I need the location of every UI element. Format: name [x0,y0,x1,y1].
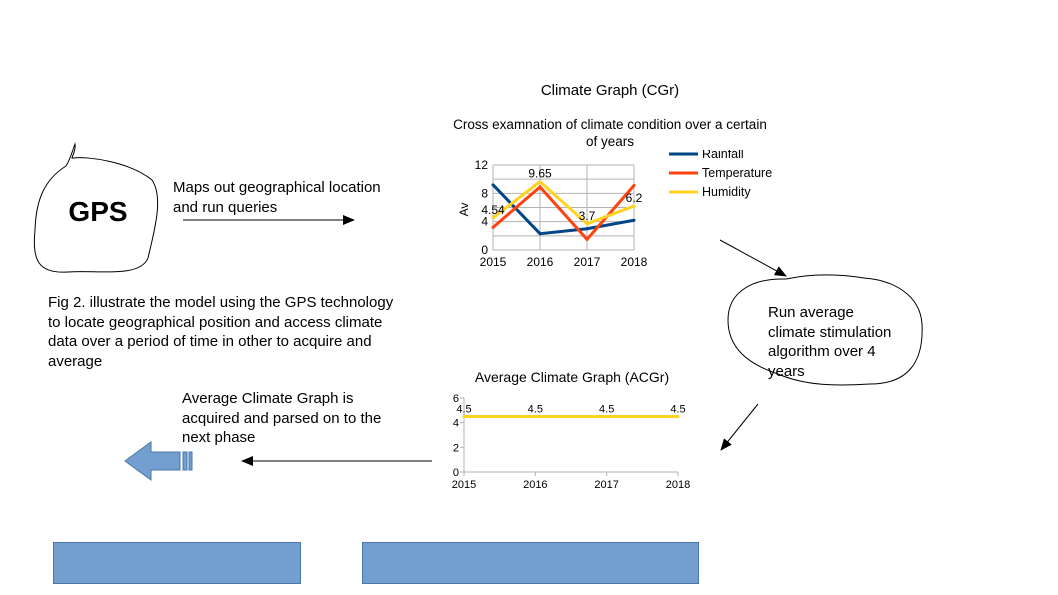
y-tick-label: 4 [481,215,488,229]
acquired-caption-line: Average Climate Graph is [182,390,354,407]
avg-algorithm-text: Run average climate stimulation algorith… [768,303,891,381]
y-tick-label: 2 [453,442,459,454]
y-tick-label: 8 [481,186,488,200]
x-tick-label: 2018 [621,255,648,269]
avg-algorithm-line: climate stimulation [768,323,892,341]
y-axis-label: Av [457,203,471,217]
legend-label: Temperature [702,166,772,180]
data-point [585,222,589,226]
data-point [462,415,466,418]
data-label: 4.5 [456,404,471,416]
cgr-chart-subtitle: Cross examnation of climate condition ov… [432,116,788,150]
y-tick-label: 12 [475,158,489,172]
acquired-caption: Average Climate Graph is acquired and pa… [182,389,381,448]
data-point [538,232,542,236]
gps-label: GPS [68,196,128,227]
x-tick-label: 2016 [523,479,547,491]
x-tick-label: 2015 [452,479,476,491]
data-point [491,225,495,229]
gps-caption-line: Maps out geographical location [173,179,381,196]
avg-algorithm-line: years [768,362,805,380]
acgr-chart: 0 2 4 6 2015 2016 2017 2018 4.5 4.5 4.5 4.5 [452,393,690,491]
cgr-chart: 0 4 8 12 2015 2016 2017 2018 Av 4.54 9.65 3.7 6.2 Rai… [457,150,772,269]
cgr-subtitle-line: of years [585,134,635,149]
y-tick-label: 6 [453,393,459,405]
data-point [585,237,589,241]
data-label: 4.54 [481,203,505,217]
x-tick-label: 2017 [574,255,601,269]
figure-caption-line: to locate geographical position and acce… [48,313,383,331]
data-point [605,415,609,418]
acgr-chart-title: Average Climate Graph (ACGr) [474,369,670,385]
y-tick-label: 0 [481,243,488,257]
data-label: 4.5 [670,404,685,416]
bottom-right-box [362,542,699,584]
bottom-left-box [53,542,301,584]
block-arrow-stripe [182,451,188,471]
block-arrow-body [124,441,181,481]
data-point [585,227,589,231]
cgr-chart-title: Climate Graph (CGr) [540,82,680,99]
gps-cloud-shape [33,142,159,273]
data-point [632,184,636,188]
series-line [492,179,635,226]
x-tick-label: 2018 [666,479,690,491]
data-point [491,183,495,187]
data-point [491,216,495,220]
series-line [491,183,635,236]
gps-caption: Maps out geographical location and run q… [173,178,381,217]
data-point [538,180,542,184]
data-point [538,185,542,189]
y-tick-label: 0 [453,467,459,479]
x-tick-label: 2017 [594,479,618,491]
chart-to-cloud-arrow [719,239,787,277]
avg-algorithm-line: Run average [768,304,854,321]
figure-caption-line: average [48,352,103,370]
acquired-caption-line: next phase [182,429,256,446]
x-tick-label: 2016 [527,255,554,269]
figure-caption: Fig 2. illustrate the model using the GP… [48,293,393,371]
avg-algorithm-cloud-shape [727,274,923,386]
block-arrow-stripe [188,451,193,471]
figure-caption-line: data over a period of time in other to a… [48,333,372,350]
x-tick-label: 2015 [480,255,507,269]
data-label: 4.5 [599,404,614,416]
cloud-to-acgr-arrow [720,403,759,451]
data-point [632,204,636,208]
legend-label: Rainfall [702,150,744,161]
avg-algorithm-line: algorithm over 4 [768,343,876,360]
cgr-subtitle-line: Cross examnation of climate condition ov… [453,117,767,132]
data-point [676,415,680,418]
data-point [533,415,537,418]
gps-caption-line: and run queries [173,198,278,216]
next-phase-block-arrow [124,441,193,481]
figure-caption-line: Fig 2. illustrate the model using the GP… [48,294,394,311]
data-point [632,218,636,222]
y-tick-label: 4 [453,418,459,430]
acquired-caption-line: acquired and parsed on to the [182,409,382,427]
legend-label: Humidity [702,185,751,199]
data-label: 6.2 [626,191,643,205]
series-line [492,184,636,242]
data-label: 4.5 [528,404,543,416]
data-label: 3.7 [579,209,596,223]
data-label: 9.65 [528,167,552,181]
